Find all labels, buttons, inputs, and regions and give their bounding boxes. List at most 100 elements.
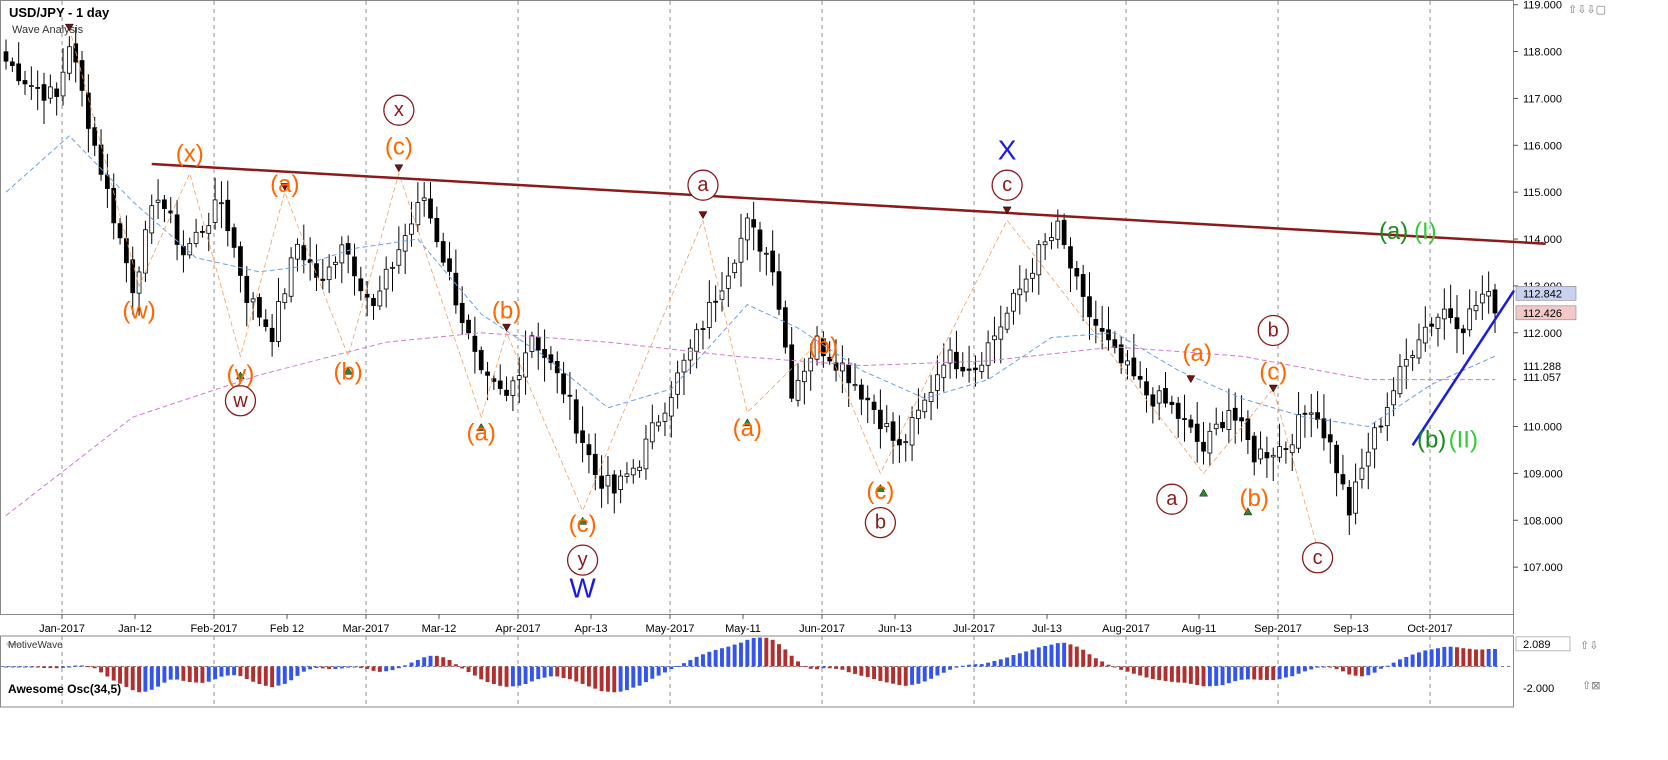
x-tick-label: Mar-2017 — [342, 623, 389, 635]
candle-body — [478, 349, 484, 371]
candle-body — [326, 266, 332, 281]
x-tick-label: Feb 12 — [270, 623, 304, 635]
candle-body — [415, 202, 421, 226]
candle-body — [763, 252, 769, 255]
x-tick-label: May-2017 — [646, 623, 695, 635]
candle-body — [193, 231, 199, 244]
wave-label: (c) — [1259, 359, 1287, 386]
support-trendline — [1411, 289, 1516, 446]
oscillator-bar — [1017, 653, 1022, 667]
candle-body — [3, 51, 9, 62]
candle-body — [1080, 274, 1086, 297]
candle-body — [1125, 360, 1130, 366]
oscillator-bar — [35, 666, 40, 668]
candle-body — [1429, 323, 1435, 327]
wave-label: (b) — [333, 359, 362, 386]
wave-label: W — [569, 573, 596, 604]
oscillator-bar — [1011, 655, 1016, 667]
price-panel-nav-icon[interactable]: ⇧⇩ — [1580, 639, 1599, 652]
candle-body — [282, 293, 288, 303]
oscillator-bar — [1125, 666, 1130, 672]
oscillator-bar — [1138, 666, 1143, 676]
oscillator-bar — [891, 666, 896, 684]
scroll-controls-icon[interactable]: ⇧⇩⇩▢ — [1568, 3, 1607, 16]
oscillator-bar — [897, 666, 902, 686]
osc-panel-close-icon[interactable]: ⇧⊠ — [1582, 679, 1601, 692]
oscillator-bar — [1321, 666, 1326, 668]
candle-body — [1207, 430, 1213, 454]
candle-body — [1131, 357, 1137, 377]
candle-body — [649, 422, 655, 443]
candle-body — [54, 88, 60, 97]
candle-body — [637, 466, 642, 471]
candle-body — [840, 362, 845, 372]
candle-body — [86, 92, 91, 129]
candle-body — [713, 300, 719, 303]
candle-body — [744, 217, 750, 241]
candle-body — [757, 229, 763, 252]
oscillator-bar — [707, 651, 712, 667]
oscillator-bar — [276, 666, 281, 686]
oscillator-bar — [187, 666, 192, 683]
oscillator-bar — [650, 666, 655, 679]
oscillator-bar — [1074, 646, 1079, 667]
oscillator-bar — [225, 666, 230, 676]
oscillator-bar — [352, 666, 357, 668]
candle-body — [542, 349, 547, 358]
oscillator-tick-label: -2.000 — [1523, 683, 1554, 695]
candle-body — [1201, 441, 1206, 452]
pivot-marker — [875, 483, 885, 492]
oscillator-bar — [846, 666, 851, 673]
wave-label: (a) — [1183, 340, 1212, 367]
candle-body — [250, 298, 256, 303]
candle-body — [1270, 454, 1276, 458]
candle-body — [485, 371, 490, 376]
wave-label: (I) — [1414, 218, 1437, 245]
oscillator-bar — [1226, 666, 1231, 684]
oscillator-bar — [1163, 666, 1168, 681]
oscillator-bar — [815, 666, 819, 670]
candle-body — [960, 366, 966, 372]
oscillator-bar — [624, 666, 629, 691]
oscillator-bar — [504, 666, 509, 687]
candle-body — [998, 326, 1004, 340]
candle-body — [1099, 328, 1105, 332]
left-nav-icon[interactable]: ⇦⇨ — [6, 640, 22, 650]
oscillator-bar — [1043, 645, 1048, 667]
candle-body — [409, 223, 414, 235]
oscillator-bar — [390, 666, 395, 671]
oscillator-bar — [1461, 648, 1466, 667]
candle-body — [668, 397, 674, 417]
wave-label: (c) — [569, 511, 597, 538]
candle-body — [206, 225, 212, 234]
oscillator-bar — [1290, 666, 1295, 677]
candle-body — [225, 199, 231, 232]
oscillator-bar — [1182, 666, 1187, 683]
candle-body — [1289, 444, 1295, 454]
oscillator-bar — [1176, 666, 1181, 683]
candle-body — [1074, 268, 1080, 277]
candle-body — [947, 349, 953, 364]
wave-label: (w) — [122, 298, 155, 325]
chart-title: USD/JPY - 1 day — [9, 5, 110, 20]
oscillator-bar — [605, 666, 610, 692]
candle-body — [276, 301, 281, 342]
oscillator-bar — [99, 666, 104, 673]
oscillator-bar — [206, 666, 211, 682]
price-panel-frame — [0, 0, 1514, 615]
candle-body — [143, 229, 148, 274]
oscillator-bar — [1055, 643, 1060, 667]
oscillator-bar — [54, 666, 59, 669]
oscillator-bar — [1493, 648, 1497, 667]
wave-label: (b) — [1417, 427, 1446, 454]
candle-body — [1346, 486, 1352, 516]
oscillator-bar — [270, 666, 275, 688]
candle-body — [472, 335, 478, 352]
oscillator-bar — [726, 646, 731, 667]
wave-label-circle — [1301, 542, 1334, 574]
oscillator-bar — [783, 649, 788, 667]
candle-body — [548, 354, 554, 364]
oscillator-bar — [935, 666, 940, 676]
candle-body — [1182, 418, 1187, 420]
